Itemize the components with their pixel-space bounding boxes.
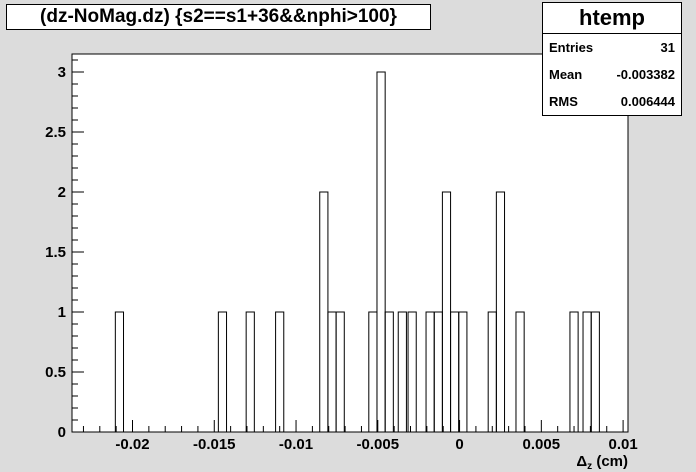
histogram-bin-10 xyxy=(397,311,407,432)
stats-label: Mean xyxy=(549,67,583,82)
stats-value: 31 xyxy=(660,40,675,55)
stats-box: htemp Entries 31 Mean -0.003382 RMS 0.00… xyxy=(542,2,682,116)
y-tick-label: 2 xyxy=(58,184,66,201)
x-tick-label: 0.005 xyxy=(523,436,561,453)
x-tick-label: -0.01 xyxy=(279,436,313,453)
y-axis: 0 0.5 1 1.5 2 2.5 3 xyxy=(45,59,84,441)
histogram-bin-0 xyxy=(114,311,125,432)
histogram-bars xyxy=(114,71,600,432)
x-axis: -0.02 -0.015 -0.01 -0.005 0 0.005 0.01 xyxy=(82,420,638,453)
x-axis-label: Δz (cm) xyxy=(576,453,628,472)
stats-value: 0.006444 xyxy=(620,94,675,109)
histogram-bin-18 xyxy=(495,191,506,432)
histogram-bin-22 xyxy=(590,311,600,432)
histogram-bin-1 xyxy=(217,311,228,432)
plot-frame xyxy=(71,53,629,433)
stats-row-mean: Mean -0.003382 xyxy=(543,61,681,88)
histogram-bin-8 xyxy=(376,71,386,432)
histogram-title: (dz-NoMag.dz) {s2==s1+36&&nphi>100} xyxy=(6,4,431,30)
stats-label: Entries xyxy=(549,40,594,55)
x-tick-label: 0 xyxy=(455,436,463,453)
histogram-bin-3 xyxy=(275,311,285,432)
x-tick-label: -0.015 xyxy=(193,436,236,453)
histogram-bin-11 xyxy=(407,311,417,432)
y-tick-label: 1.5 xyxy=(45,244,66,261)
y-tick-label: 3 xyxy=(58,64,66,81)
histogram-bin-6 xyxy=(335,311,345,432)
x-tick-label: 0.01 xyxy=(608,436,637,453)
y-tick-label: 2.5 xyxy=(45,124,66,141)
stats-row-rms: RMS 0.006444 xyxy=(543,88,681,115)
histogram-bin-20 xyxy=(569,311,579,432)
x-tick-label: -0.02 xyxy=(115,436,149,453)
stats-row-entries: Entries 31 xyxy=(543,34,681,61)
y-tick-label: 0 xyxy=(58,424,66,441)
stats-histogram-name: htemp xyxy=(543,3,681,34)
y-tick-label: 0.5 xyxy=(45,364,66,381)
histogram-bin-9 xyxy=(384,311,394,432)
histogram-bin-2 xyxy=(245,311,255,432)
y-tick-label: 1 xyxy=(58,304,66,321)
histogram-bin-19 xyxy=(515,311,525,432)
histogram-bin-16 xyxy=(458,311,468,432)
x-tick-label: -0.005 xyxy=(357,436,400,453)
stats-label: RMS xyxy=(549,94,578,109)
stats-value: -0.003382 xyxy=(616,67,675,82)
